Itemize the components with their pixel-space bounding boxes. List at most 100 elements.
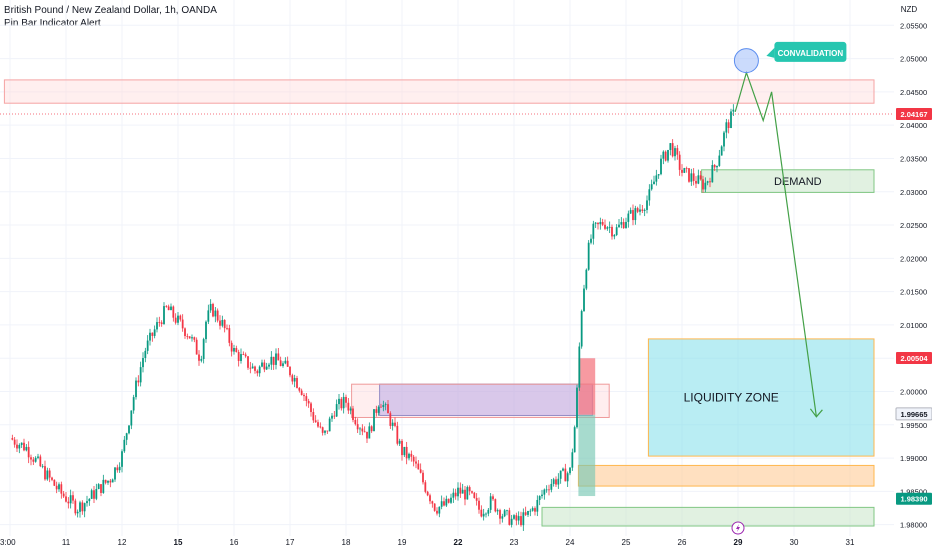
candle — [723, 132, 725, 147]
candle — [697, 175, 700, 184]
candle — [580, 311, 583, 347]
candle — [76, 511, 79, 514]
candle — [527, 510, 529, 515]
candle — [718, 155, 721, 166]
candle — [510, 518, 513, 525]
candle — [340, 398, 343, 409]
candle — [604, 224, 606, 229]
candle — [522, 512, 525, 526]
candle — [230, 342, 233, 352]
price-badge — [896, 492, 932, 505]
candle — [548, 489, 550, 491]
candle — [298, 387, 301, 391]
candle — [359, 428, 361, 430]
candle — [454, 492, 457, 497]
candle — [228, 328, 231, 343]
demand-zone-label: DEMAND — [774, 176, 822, 188]
x-tick-label: 29 — [734, 538, 743, 547]
candle — [690, 173, 693, 182]
candle — [405, 446, 408, 459]
candle — [513, 515, 515, 519]
candle — [562, 468, 564, 471]
candle — [356, 424, 359, 430]
candle — [25, 446, 28, 451]
y-tick-label: 2.02500 — [900, 221, 927, 230]
candle — [293, 377, 296, 382]
candle — [193, 337, 196, 340]
candle — [142, 357, 144, 368]
candle — [730, 111, 732, 129]
y-tick-label: 2.02000 — [900, 254, 927, 263]
y-tick-label: 1.98500 — [900, 487, 927, 496]
candle — [606, 227, 609, 229]
candle — [153, 329, 156, 336]
candle — [328, 418, 331, 432]
candle — [445, 498, 448, 506]
candle — [321, 427, 324, 433]
candle — [347, 402, 350, 411]
candle — [30, 457, 32, 460]
x-tick-label: 17 — [286, 538, 295, 547]
y-axis-area — [894, 0, 932, 550]
candle — [363, 431, 366, 433]
x-tick-label: 26 — [678, 538, 687, 547]
candle — [135, 380, 137, 398]
indicator-name: Pin Bar Indicator Alert — [4, 18, 101, 29]
candle — [629, 210, 632, 214]
candle — [370, 426, 373, 432]
candle — [95, 489, 98, 499]
candle — [114, 467, 116, 480]
candle — [429, 495, 431, 502]
candle — [676, 148, 679, 155]
candle — [104, 479, 107, 483]
candle — [100, 484, 102, 493]
candle — [209, 303, 212, 311]
candle — [571, 452, 574, 468]
candle — [268, 364, 270, 367]
y-tick-label: 2.05000 — [900, 55, 927, 64]
callout-label: CONVALIDATION — [778, 49, 844, 58]
candle — [216, 310, 219, 321]
candle — [613, 234, 616, 237]
candle — [711, 165, 714, 183]
candle — [545, 489, 548, 491]
candle — [660, 158, 662, 175]
candle — [464, 489, 466, 500]
candle — [272, 356, 275, 365]
candle — [345, 396, 347, 403]
y-tick-label: 2.00000 — [900, 388, 927, 397]
candle — [123, 439, 126, 452]
candle — [72, 495, 74, 501]
candle — [461, 489, 464, 494]
red-vertical-box — [578, 358, 596, 415]
candle — [594, 222, 597, 224]
candle — [550, 483, 553, 490]
candle — [368, 426, 371, 439]
candle — [569, 467, 571, 474]
candle — [704, 182, 707, 190]
candle — [422, 472, 424, 483]
candle — [559, 470, 562, 479]
candle — [636, 208, 639, 212]
candle — [692, 173, 695, 181]
candle — [23, 442, 25, 451]
candle — [443, 501, 445, 506]
x-tick-label: 30 — [790, 538, 799, 547]
green-bottom-zone — [541, 506, 875, 527]
candle — [11, 438, 14, 440]
currency-label: NZD — [901, 5, 918, 14]
candle — [34, 457, 37, 462]
candle — [107, 480, 109, 483]
projection-line — [734, 70, 817, 417]
candle — [489, 496, 492, 510]
y-tick-label: 1.99000 — [900, 454, 927, 463]
candle — [60, 484, 63, 494]
candle — [237, 352, 240, 361]
x-tick-label: 23 — [510, 538, 519, 547]
convalidation-circle — [733, 48, 759, 74]
candle — [205, 321, 207, 340]
price-badge-label: 2.04167 — [900, 110, 927, 119]
candle — [611, 226, 613, 237]
candle — [412, 456, 415, 462]
